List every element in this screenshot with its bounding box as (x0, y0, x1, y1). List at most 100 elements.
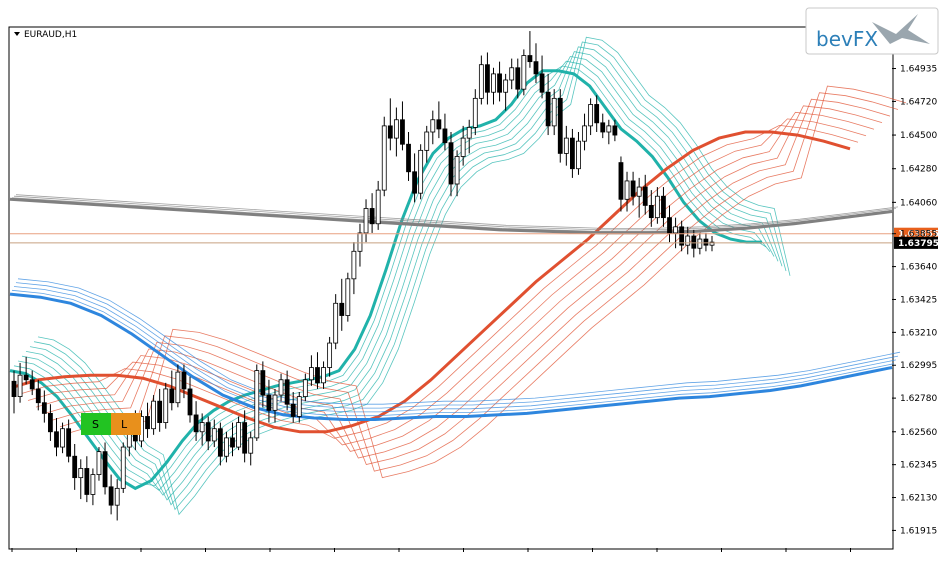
candle-body (96, 451, 102, 475)
candle-body (636, 186, 642, 197)
current-price-tag (894, 236, 938, 249)
y-tick-label: 1.64060 (900, 198, 937, 208)
candle (357, 223, 363, 267)
candle-body (114, 487, 120, 506)
candle (393, 107, 399, 157)
candle (11, 370, 17, 414)
candle (375, 180, 381, 230)
candle (108, 474, 114, 515)
candle (570, 128, 575, 178)
candle-body (667, 217, 672, 234)
ribbon-line (33, 41, 787, 511)
sell-button-label: S (92, 418, 99, 431)
symbol-menu-arrow-icon[interactable] (14, 32, 20, 36)
candle-body (296, 396, 302, 417)
candle (406, 132, 411, 181)
candle-body (315, 367, 320, 384)
candle-body (357, 232, 363, 252)
candle (211, 419, 217, 448)
ribbon-line (17, 278, 901, 405)
candle (339, 278, 345, 331)
candle (169, 370, 175, 411)
lot-button[interactable]: L (111, 413, 141, 435)
x-axis (11, 548, 851, 552)
candle (345, 272, 351, 322)
candle (387, 98, 393, 151)
y-tick-label: 1.63640 (900, 263, 937, 273)
candle (248, 431, 254, 466)
candle-body (48, 413, 53, 433)
candle-body (654, 195, 660, 219)
candle-body (284, 379, 290, 405)
candle (521, 49, 527, 96)
candle-body (454, 156, 460, 185)
ribbon-main-line (9, 69, 762, 491)
candle (527, 31, 533, 68)
candle (175, 364, 181, 408)
candle (48, 404, 53, 441)
candle (648, 190, 654, 227)
candle (205, 416, 211, 451)
candle-body (35, 388, 41, 404)
candlestick-series (11, 31, 715, 521)
y-tick-label: 1.64935 (900, 65, 937, 75)
sell-button[interactable]: S (81, 413, 111, 435)
candle-body (460, 137, 466, 157)
candle (515, 58, 521, 99)
candle (151, 395, 157, 435)
candle (120, 442, 126, 493)
candle-body (612, 125, 618, 136)
candle (29, 370, 35, 396)
ribbon-main-line (11, 130, 851, 434)
candle-body (448, 142, 454, 185)
ribbon-line (13, 65, 767, 486)
y-tick-label: 1.62130 (900, 494, 937, 504)
candle (430, 110, 436, 145)
candle-body (624, 180, 630, 200)
candle (654, 187, 660, 224)
candle-body (181, 371, 187, 390)
candle (539, 55, 545, 99)
candle-body (333, 302, 339, 344)
candle (685, 226, 691, 255)
y-tick-label: 1.61915 (900, 526, 937, 536)
candle-body (66, 428, 72, 457)
candle-body (491, 73, 496, 93)
current-price-label: 1.63795 (898, 239, 939, 249)
candle-body (90, 474, 96, 495)
candle-body (703, 238, 709, 246)
candle (709, 236, 715, 252)
y-tick-label: 1.63210 (900, 328, 937, 338)
ribbon-line (35, 111, 875, 452)
candle-body (254, 370, 260, 439)
candle (224, 431, 229, 463)
candle (96, 447, 102, 481)
candle (618, 156, 624, 212)
candle (163, 382, 169, 429)
plot-frame (8, 26, 894, 550)
candle-body (539, 73, 545, 93)
candle-body (497, 73, 502, 93)
candle-body (527, 55, 533, 63)
ribbon-line (67, 85, 907, 479)
candle-body (242, 422, 248, 454)
candle (309, 355, 314, 386)
candle (679, 220, 685, 252)
candle-body (199, 422, 205, 433)
candle (157, 388, 163, 432)
candle (661, 187, 666, 227)
candle (545, 73, 551, 136)
candle (497, 61, 502, 102)
candle-body (211, 428, 217, 442)
candle (23, 356, 29, 385)
candle (606, 119, 612, 145)
candle-body (697, 238, 703, 249)
candle (509, 58, 515, 90)
y-tick-label: 1.64720 (900, 97, 937, 107)
bevfx-logo: bevFX (805, 7, 939, 55)
candle (254, 364, 260, 441)
ribbon-line (13, 195, 897, 231)
indicator-ribbons (9, 36, 907, 516)
candle-body (521, 55, 527, 90)
